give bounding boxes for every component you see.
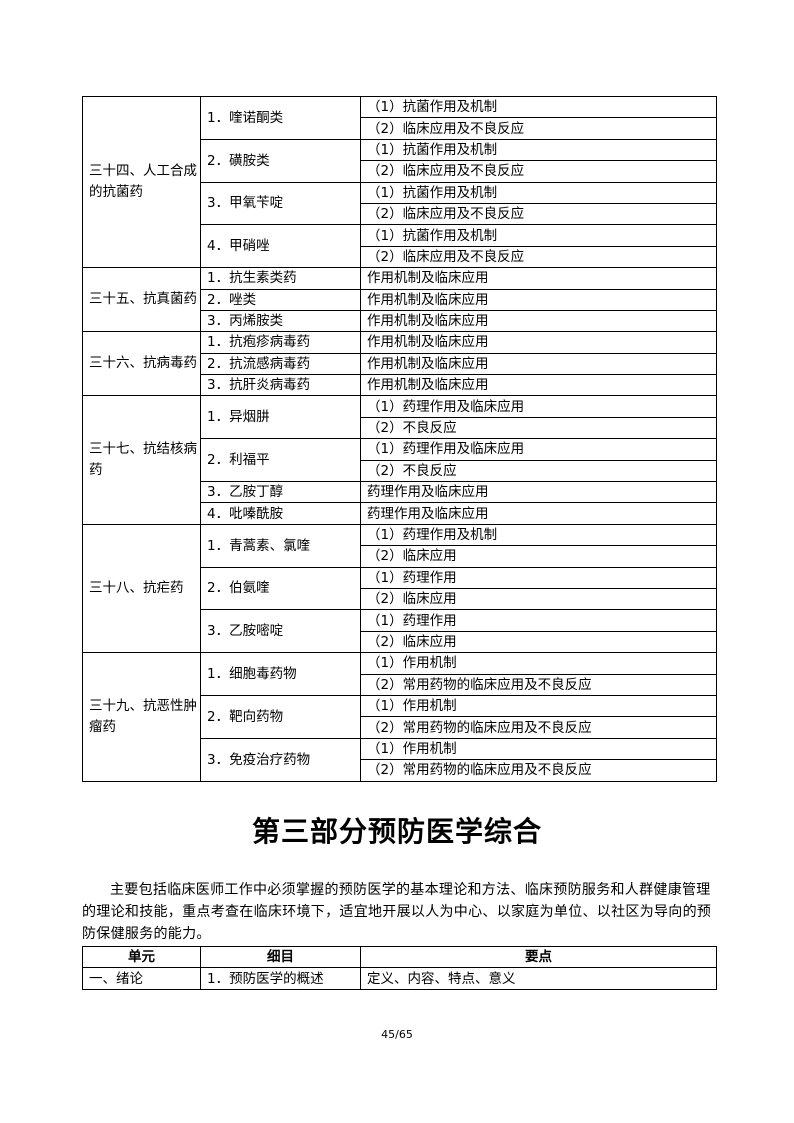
item-name: 2．磺胺类 (200, 138, 361, 183)
section-title: 三十四、人工合成的抗菌药 (82, 95, 201, 269)
point-text: 作用机制及临床应用 (360, 267, 717, 290)
table-row: 4．吡嗪酰胺 药理作用及临床应用 (83, 502, 717, 525)
table-row: 一、绪论 1．预防医学的概述 定义、内容、特点、意义 (82, 967, 717, 990)
table-row: 3．免疫治疗药物 （1）作用机制 (83, 737, 717, 782)
header-points: 要点 (360, 945, 717, 969)
table-row: 2．靶向药物 （1）作用机制 (83, 694, 717, 739)
point-text: （2）不良反应 (360, 416, 717, 440)
point-text: （1）药理作用 (360, 609, 717, 632)
point-text: （2）常用药物的临床应用及不良反应 (360, 716, 717, 739)
point-text: （1）抗菌作用及机制 (360, 138, 717, 162)
point-text: （2）临床应用及不良反应 (360, 245, 717, 269)
point-text: 作用机制及临床应用 (360, 374, 717, 397)
table-header-row: 单元 细目 要点 (82, 945, 717, 969)
item-name: 2．唑类 (200, 288, 361, 311)
point-text: 药理作用及临床应用 (360, 481, 717, 504)
point-text: （1）抗菌作用及机制 (360, 181, 717, 204)
point-text: 作用机制及临床应用 (360, 352, 717, 376)
point-text: （1）抗菌作用及机制 (360, 224, 717, 247)
table-row: （2）常用药物的临床应用及不良反应 (83, 759, 717, 782)
item-name: 1．喹诺酮类 (200, 96, 361, 140)
table-row: 三十八、抗疟药 1．青蒿素、氯喹 （1）药理作用及机制 (82, 523, 717, 654)
item-name: 3．甲氧苄啶 (200, 181, 361, 226)
item-name: 3．免疫治疗药物 (200, 737, 361, 782)
section-title: 三十六、抗病毒药 (82, 331, 201, 397)
point-text: （2）临床应用及不良反应 (360, 202, 717, 226)
section-title: 三十八、抗疟药 (82, 523, 201, 654)
table-row: 3．丙烯胺类 作用机制及临床应用 (83, 309, 717, 333)
point-text: 作用机制及临床应用 (360, 288, 717, 311)
point-text: （2）临床应用 (360, 630, 717, 654)
intro-paragraph: 主要包括临床医师工作中必须掌握的预防医学的基本理论和方法、临床预防服务和人群健康… (82, 882, 712, 942)
section-title: 三十九、抗恶性肿瘤药 (82, 652, 201, 782)
item-name: 3．乙胺嘧啶 (200, 609, 361, 654)
table-row: 三十七、抗结核病药 1．异烟肼 （1）药理作用及临床应用 (82, 395, 717, 525)
point-text: （1）药理作用及临床应用 (360, 438, 717, 461)
point-text: （2）常用药物的临床应用及不良反应 (360, 759, 717, 782)
table-row: 3．甲氧苄啶 （1）抗菌作用及机制 (83, 181, 717, 226)
point-text: （2）不良反应 (360, 459, 717, 483)
detail-cell: 1．预防医学的概述 (200, 967, 361, 990)
item-name: 1．抗生素类药 (200, 267, 361, 290)
header-detail: 细目 (200, 945, 361, 969)
table-row: 三十五、抗真菌药 1．抗生素类药 作用机制及临床应用 (82, 267, 717, 333)
point-text: （1）药理作用 (360, 566, 717, 589)
point-text: （2）临床应用及不良反应 (360, 117, 717, 140)
table-row: 3．乙胺嘧啶 （1）药理作用 (83, 609, 717, 654)
point-text: （2）临床应用 (360, 545, 717, 568)
point-text: 作用机制及临床应用 (360, 331, 717, 354)
item-name: 1．抗疱疹病毒药 (200, 331, 361, 354)
syllabus-table: 三十四、人工合成的抗菌药 1．喹诺酮类 （1）抗菌作用及机制 （2）临床应用及不良反应… (82, 95, 717, 782)
table-row: （2）临床应用及不良反应 (83, 202, 717, 226)
point-text: 作用机制及临床应用 (360, 309, 717, 333)
item-name: 3．抗肝炎病毒药 (200, 374, 361, 397)
point-text: 药理作用及临床应用 (360, 502, 717, 525)
point-text: （1）药理作用及机制 (360, 523, 717, 547)
preventive-medicine-table: 单元 细目 要点 一、绪论 1．预防医学的概述 定义、内容、特点、意义 (82, 945, 717, 990)
item-name: 2．抗流感病毒药 (200, 352, 361, 376)
table-row: （2）常用药物的临床应用及不良反应 (83, 716, 717, 739)
item-name: 2．靶向药物 (200, 694, 361, 739)
part-title: 第三部分预防医学综合 (251, 815, 542, 848)
point-text: （1）作用机制 (360, 652, 717, 675)
item-name: 1．异烟肼 (200, 395, 361, 440)
point-text: （2）临床应用 (360, 587, 717, 611)
table-row: （2）临床应用 (83, 587, 717, 611)
item-name: 3．乙胺丁醇 (200, 481, 361, 504)
item-name: 4．吡嗪酰胺 (200, 502, 361, 525)
item-name: 1．细胞毒药物 (200, 652, 361, 696)
table-row: 4．甲硝唑 （1）抗菌作用及机制 (83, 224, 717, 269)
table-row: 2．伯氨喹 （1）药理作用 (83, 566, 717, 611)
item-name: 1．青蒿素、氯喹 (200, 523, 361, 568)
header-unit: 单元 (82, 945, 201, 969)
page-number: 45/65 (381, 1028, 413, 1041)
table-row: （2）常用药物的临床应用及不良反应 (83, 673, 717, 696)
table-row: 三十九、抗恶性肿瘤药 1．细胞毒药物 （1）作用机制 (82, 652, 717, 782)
table-row: 三十四、人工合成的抗菌药 1．喹诺酮类 （1）抗菌作用及机制 (82, 95, 717, 269)
points-cell: 定义、内容、特点、意义 (360, 967, 717, 990)
point-text: （2）临床应用及不良反应 (360, 160, 717, 183)
table-row: 2．利福平 （1）药理作用及临床应用 (83, 438, 717, 483)
point-text: （1）药理作用及临床应用 (360, 395, 717, 418)
item-name: 2．利福平 (200, 438, 361, 483)
point-text: （1）抗菌作用及机制 (360, 95, 717, 119)
table-row: 三十六、抗病毒药 1．抗疱疹病毒药 作用机制及临床应用 (82, 331, 717, 397)
point-text: （2）常用药物的临床应用及不良反应 (360, 673, 717, 696)
item-name: 4．甲硝唑 (200, 224, 361, 269)
unit-cell: 一、绪论 (82, 967, 201, 990)
section-title: 三十七、抗结核病药 (82, 395, 201, 525)
point-text: （1）作用机制 (360, 694, 717, 718)
point-text: （1）作用机制 (360, 737, 717, 761)
section-title: 三十五、抗真菌药 (82, 267, 201, 333)
item-name: 2．伯氨喹 (200, 566, 361, 611)
item-name: 3．丙烯胺类 (200, 309, 361, 333)
